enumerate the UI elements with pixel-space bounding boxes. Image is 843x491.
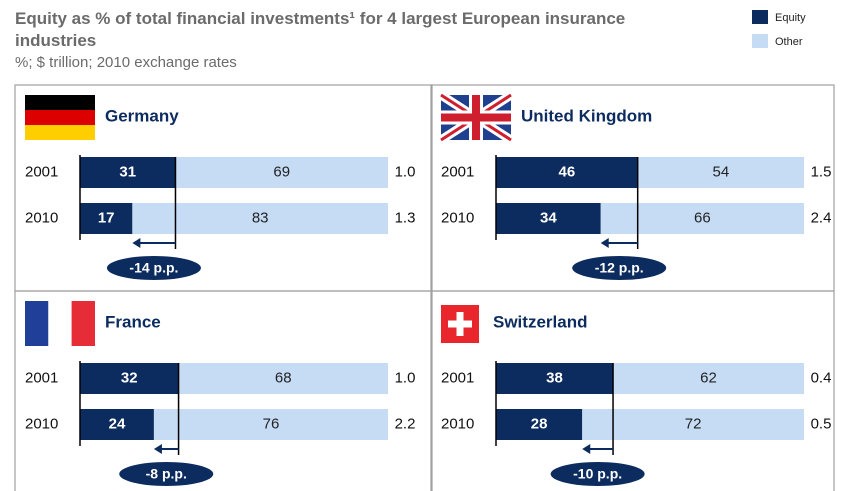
y-tick-label: 2001 [441, 163, 474, 180]
bar-label: 62 [700, 369, 717, 386]
panel-title: Germany [105, 106, 179, 125]
bar-label: 38 [546, 369, 563, 386]
y-tick-label: 2010 [25, 415, 58, 432]
bar [496, 363, 614, 394]
change-arrowhead [132, 238, 141, 248]
panel-title: Switzerland [493, 312, 587, 331]
total-label: 0.5 [811, 415, 832, 432]
bar-label: 34 [540, 209, 557, 226]
legend-label: Equity [775, 12, 806, 24]
annotation-oval [572, 256, 667, 280]
change-arrowhead [582, 444, 591, 454]
y-tick-label: 2001 [25, 369, 58, 386]
total-label: 1.0 [395, 369, 416, 386]
y-tick-label: 2010 [441, 209, 474, 226]
bar-label: 69 [273, 163, 290, 180]
bar-label: 68 [275, 369, 292, 386]
total-label: 1.0 [395, 163, 416, 180]
bar-label: 76 [263, 415, 280, 432]
flag [25, 301, 49, 346]
flag [48, 301, 72, 346]
bar [80, 157, 176, 188]
bar [80, 363, 179, 394]
chart-title: Equity as % of total financial investmen… [15, 9, 626, 50]
annotation: -14 p.p. [129, 260, 178, 276]
change-arrowhead [153, 444, 162, 454]
bar-label: 31 [119, 163, 136, 180]
annotation: -8 p.p. [146, 466, 187, 482]
flag [448, 312, 472, 336]
bar [496, 203, 601, 234]
flag [25, 125, 95, 140]
annotation-oval [550, 462, 645, 486]
bar [637, 157, 804, 188]
bar-label: 17 [98, 209, 115, 226]
bar [582, 409, 804, 440]
panel [14, 290, 433, 491]
total-label: 1.5 [811, 163, 832, 180]
flag [71, 301, 95, 346]
bar-label: 32 [121, 369, 138, 386]
bar [496, 157, 638, 188]
y-tick-label: 2001 [441, 369, 474, 386]
chart-subtitle: %; $ trillion; 2010 exchange rates [15, 54, 237, 71]
panel [430, 290, 835, 491]
bar-label: 28 [531, 415, 548, 432]
bar [175, 157, 388, 188]
annotation: -10 p.p. [573, 466, 622, 482]
annotation-oval [106, 256, 201, 280]
y-tick-label: 2001 [25, 163, 58, 180]
panel-title: France [105, 312, 161, 331]
total-label: 1.3 [395, 209, 416, 226]
legend-swatch [752, 10, 768, 24]
total-label: 2.4 [811, 209, 832, 226]
y-tick-label: 2010 [25, 209, 58, 226]
bar-label: 66 [694, 209, 711, 226]
bar-label: 83 [252, 209, 269, 226]
panel-title: United Kingdom [521, 106, 652, 125]
bar-label: 54 [712, 163, 729, 180]
bar [600, 203, 804, 234]
total-label: 2.2 [395, 415, 416, 432]
bar-label: 46 [558, 163, 575, 180]
legend-label: Other [775, 36, 803, 48]
flag [25, 95, 95, 110]
flag [441, 95, 511, 140]
y-tick-label: 2010 [441, 415, 474, 432]
bar [80, 203, 133, 234]
bar [613, 363, 804, 394]
header: Equity as % of total financial investmen… [15, 8, 655, 73]
total-label: 0.4 [811, 369, 832, 386]
legend-swatch [752, 34, 768, 48]
annotation: -12 p.p. [595, 260, 644, 276]
flag [25, 110, 95, 125]
bar [80, 409, 154, 440]
bar-label: 24 [109, 415, 126, 432]
bar [153, 409, 388, 440]
bar [178, 363, 388, 394]
bar [496, 409, 583, 440]
bar-label: 72 [685, 415, 702, 432]
change-arrowhead [600, 238, 609, 248]
annotation-oval [119, 462, 214, 486]
